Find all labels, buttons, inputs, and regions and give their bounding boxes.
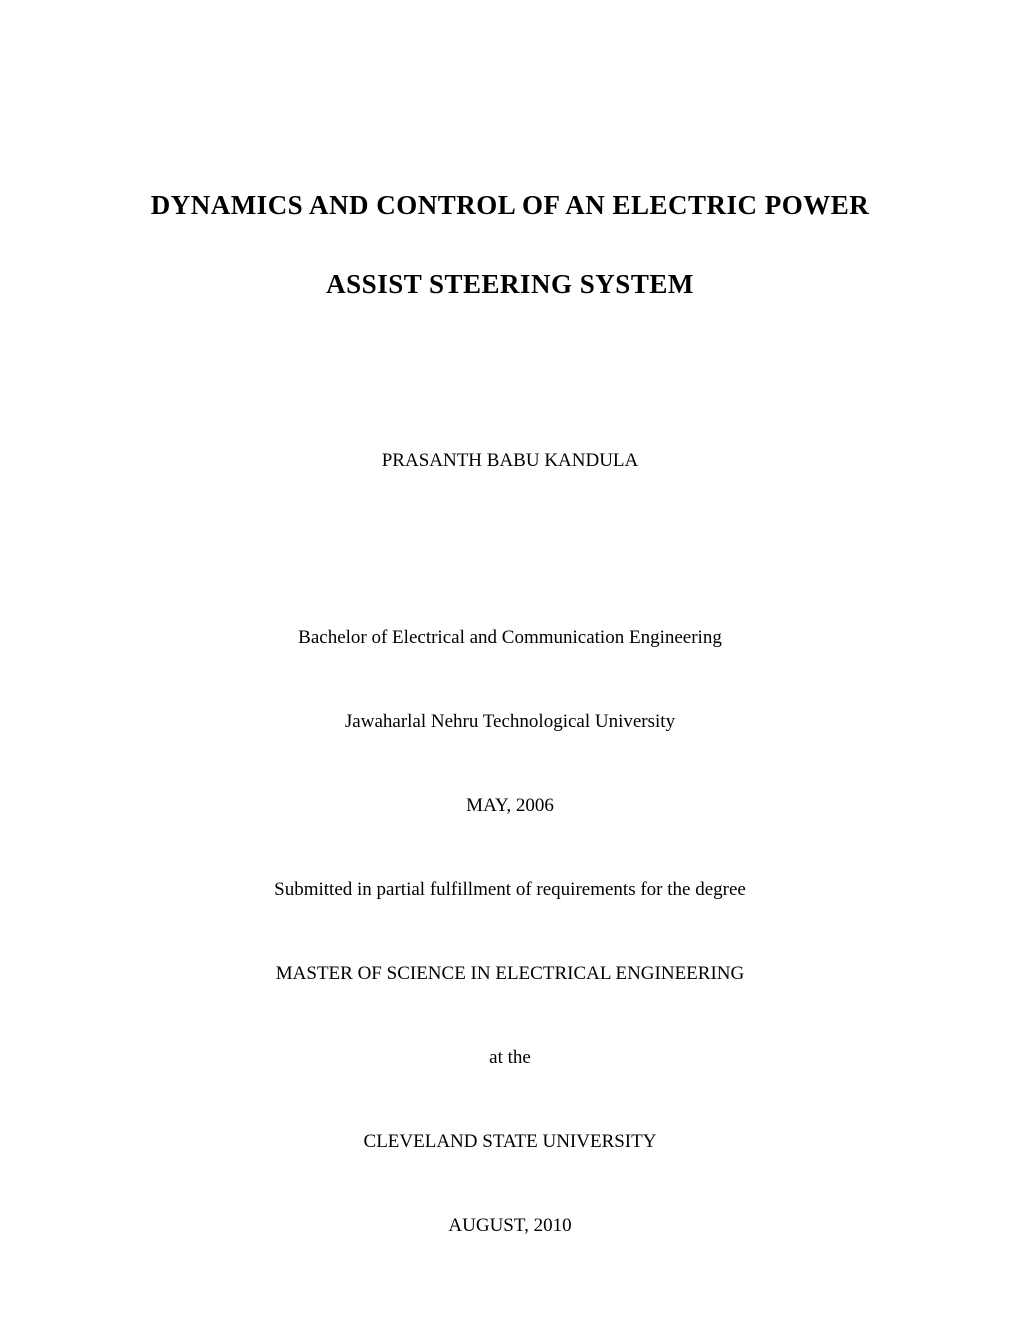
prior-institution: Jawaharlal Nehru Technological Universit… (120, 711, 900, 733)
date: AUGUST, 2010 (120, 1215, 900, 1237)
thesis-title-page: DYNAMICS AND CONTROL OF AN ELECTRIC POWE… (0, 0, 1020, 1320)
submission-text: Submitted in partial fulfillment of requ… (120, 879, 900, 901)
title-line-1: DYNAMICS AND CONTROL OF AN ELECTRIC POWE… (120, 190, 900, 221)
prior-date: MAY, 2006 (120, 795, 900, 817)
degree-sought: MASTER OF SCIENCE IN ELECTRICAL ENGINEER… (120, 963, 900, 985)
title-line-2: ASSIST STEERING SYSTEM (120, 269, 900, 300)
author-name: PRASANTH BABU KANDULA (120, 450, 900, 472)
prior-degree: Bachelor of Electrical and Communication… (120, 627, 900, 649)
at-the: at the (120, 1047, 900, 1069)
institution: CLEVELAND STATE UNIVERSITY (120, 1131, 900, 1153)
